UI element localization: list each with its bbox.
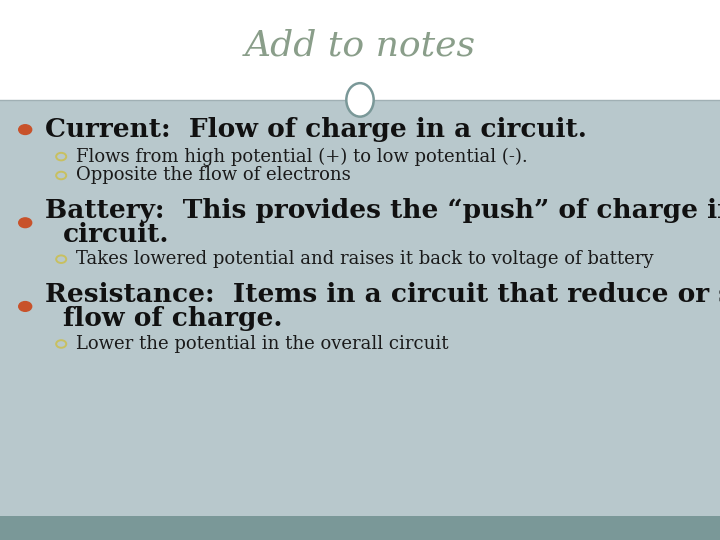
Text: Resistance:  Items in a circuit that reduce or slow the: Resistance: Items in a circuit that redu… bbox=[45, 282, 720, 307]
FancyBboxPatch shape bbox=[0, 516, 720, 540]
FancyBboxPatch shape bbox=[0, 0, 720, 100]
Circle shape bbox=[19, 125, 32, 134]
Text: Takes lowered potential and raises it back to voltage of battery: Takes lowered potential and raises it ba… bbox=[76, 250, 653, 268]
Text: Add to notes: Add to notes bbox=[245, 29, 475, 63]
Text: Lower the potential in the overall circuit: Lower the potential in the overall circu… bbox=[76, 335, 448, 353]
Text: circuit.: circuit. bbox=[63, 222, 169, 247]
Circle shape bbox=[19, 218, 32, 228]
Text: Current:  Flow of charge in a circuit.: Current: Flow of charge in a circuit. bbox=[45, 117, 587, 142]
Text: flow of charge.: flow of charge. bbox=[63, 306, 282, 331]
Text: Battery:  This provides the “push” of charge in a: Battery: This provides the “push” of cha… bbox=[45, 198, 720, 223]
Text: Opposite the flow of electrons: Opposite the flow of electrons bbox=[76, 166, 351, 185]
Ellipse shape bbox=[346, 83, 374, 117]
Circle shape bbox=[19, 301, 32, 311]
FancyBboxPatch shape bbox=[0, 100, 720, 516]
Text: Flows from high potential (+) to low potential (-).: Flows from high potential (+) to low pot… bbox=[76, 147, 527, 166]
